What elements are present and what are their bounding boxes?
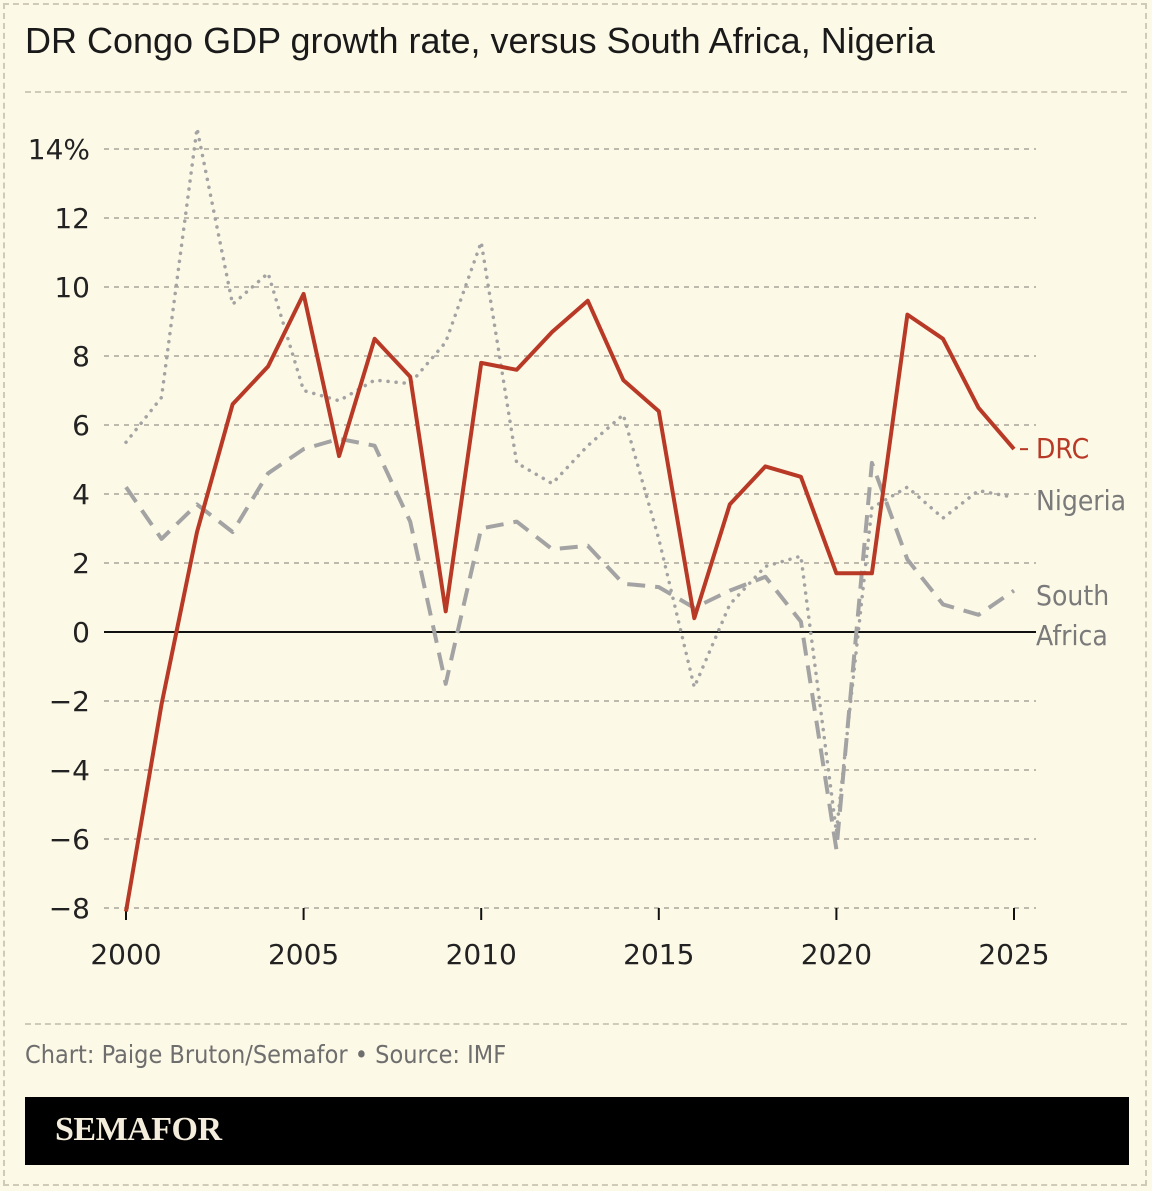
x-tick-label: 2025	[978, 938, 1049, 971]
series-label-drc: DRC	[1036, 433, 1089, 466]
y-tick-label: −6	[49, 823, 90, 856]
chart-frame	[3, 3, 1147, 1186]
y-tick-label: 6	[72, 409, 90, 442]
chart-title: DR Congo GDP growth rate, versus South A…	[25, 20, 935, 61]
y-tick-label: −4	[49, 754, 90, 787]
bottom-divider	[25, 1023, 1127, 1025]
x-tick-label: 2000	[90, 938, 161, 971]
x-tick-label: 2010	[446, 938, 517, 971]
chart-credit: Chart: Paige Bruton/Semafor • Source: IM…	[25, 1040, 507, 1069]
series-label-nigeria: Nigeria	[1036, 485, 1126, 518]
x-tick-label: 2005	[268, 938, 339, 971]
y-tick-label: 14%	[28, 133, 90, 166]
series-line-south-africa	[124, 436, 1016, 852]
y-tick-label: 2	[72, 547, 90, 580]
y-tick-label: −2	[49, 685, 90, 718]
series-line-drc	[124, 291, 1016, 912]
series-label-south-africa-line2: Africa	[1036, 620, 1108, 653]
y-tick-label: −8	[49, 892, 90, 925]
top-divider	[25, 91, 1127, 93]
line-chart: −8 −6 −4 −2 0 2 4 6 8 10 12 14% 2000 2005 2010 2015 2020…	[28, 126, 1126, 971]
semafor-logo: SEMAFOR	[55, 1111, 222, 1148]
series-label-south-africa-line1: South	[1036, 580, 1109, 613]
series-line-nigeria	[124, 126, 1016, 834]
y-tick-label: 8	[72, 340, 90, 373]
y-tick-label: 12	[54, 202, 90, 235]
y-tick-label: 4	[72, 478, 90, 511]
y-tick-label: 10	[54, 271, 90, 304]
x-tick-label: 2020	[801, 938, 872, 971]
y-tick-label: 0	[72, 616, 90, 649]
x-tick-label: 2015	[623, 938, 694, 971]
footer-bar: SEMAFOR	[25, 1097, 1129, 1165]
